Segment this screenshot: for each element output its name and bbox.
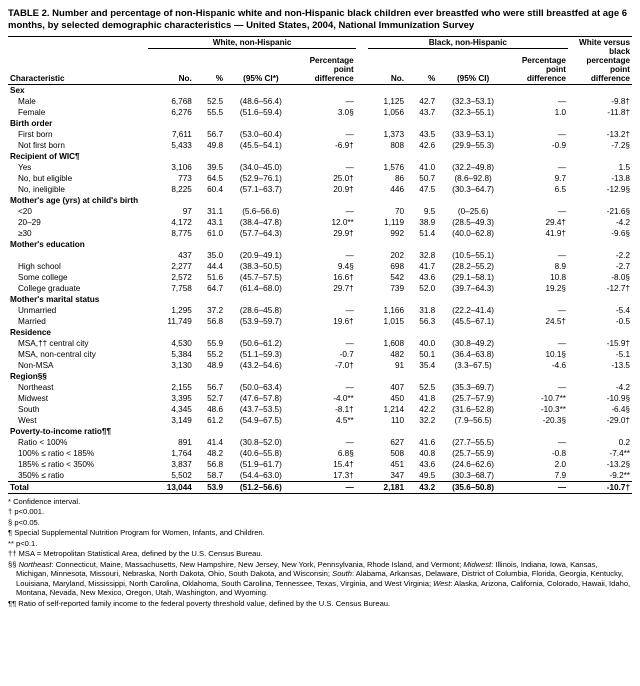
- group-white: White, non-Hispanic: [148, 36, 355, 48]
- table-row: Ratio < 100% 891 41.4 (30.8–52.0) — 627 …: [8, 437, 632, 448]
- footnote: ¶¶ Ratio of self-reported family income …: [16, 599, 632, 608]
- table-row: MSA,†† central city 4,530 55.9 (50.6–61.…: [8, 338, 632, 349]
- table-row: South 4,345 48.6 (43.7–53.5) -8.1† 1,214…: [8, 404, 632, 415]
- section-header-row: Region§§: [8, 371, 632, 382]
- table-row: 100% ≤ ratio < 185% 1,764 48.2 (40.6–55.…: [8, 448, 632, 459]
- table-row: ≥30 8,775 61.0 (57.7–64.3) 29.9† 992 51.…: [8, 228, 632, 239]
- footnotes: * Confidence interval.† p<0.001. § p<0.05…: [8, 497, 632, 608]
- table-row: Female 6,276 55.5 (51.6–59.4) 3.0§ 1,056…: [8, 107, 632, 118]
- table-row: Northeast 2,155 56.7 (50.0–63.4) — 407 5…: [8, 382, 632, 393]
- table-row: No, but eligible 773 64.5 (52.9–76.1) 25…: [8, 173, 632, 184]
- table-row: College graduate 7,758 64.7 (61.4–68.0) …: [8, 283, 632, 294]
- group-black: Black, non-Hispanic: [368, 36, 568, 48]
- section-header-row: Poverty-to-income ratio¶¶: [8, 426, 632, 437]
- col-characteristic: Characteristic: [8, 36, 148, 84]
- table-row: High school 2,277 44.4 (38.3–50.5) 9.4§ …: [8, 261, 632, 272]
- col-b-ppd: Percentage point difference: [509, 48, 568, 84]
- col-w-pct: %: [194, 48, 225, 84]
- footnote: † p<0.001.: [16, 507, 632, 516]
- table-row: Yes 3,106 39.5 (34.0–45.0) — 1,576 41.0 …: [8, 162, 632, 173]
- col-w-ci: (95% CI*): [225, 48, 297, 84]
- footnote: §§ Northeast: Connecticut, Maine, Massac…: [16, 560, 632, 598]
- table-row: West 3,149 61.2 (54.9–67.5) 4.5** 110 32…: [8, 415, 632, 426]
- section-header-row: Recipient of WIC¶: [8, 151, 632, 162]
- col-w-no: No.: [148, 48, 193, 84]
- table-row: 20–29 4,172 43.1 (38.4–47.8) 12.0** 1,11…: [8, 217, 632, 228]
- footnote: ¶ Special Supplemental Nutrition Program…: [16, 528, 632, 537]
- data-table: Characteristic White, non-Hispanic Black…: [8, 36, 632, 494]
- section-header-row: Residence: [8, 327, 632, 338]
- table-row: 437 35.0 (20.9–49.1) — 202 32.8 (10.5–55…: [8, 250, 632, 261]
- table-row: Unmarried 1,295 37.2 (28.6–45.8) — 1,166…: [8, 305, 632, 316]
- table-row: First born 7,611 56.7 (53.0–60.4) — 1,37…: [8, 129, 632, 140]
- section-header-row: Birth order: [8, 118, 632, 129]
- table-row: No, ineligible 8,225 60.4 (57.1–63.7) 20…: [8, 184, 632, 195]
- col-wvb-diff: White versus black percentage point diff…: [568, 36, 632, 84]
- col-b-pct: %: [406, 48, 437, 84]
- col-b-no: No.: [368, 48, 406, 84]
- table-row: Not first born 5,433 49.8 (45.5–54.1) -6…: [8, 140, 632, 151]
- footnote: ** p<0.1.: [16, 539, 632, 548]
- footnote: § p<0.05.: [16, 518, 632, 527]
- footnote: †† MSA = Metropolitan Statistical Area, …: [16, 549, 632, 558]
- section-header-row: Mother's age (yrs) at child's birth: [8, 195, 632, 206]
- section-header-row: Mother's marital status: [8, 294, 632, 305]
- section-header-row: Sex: [8, 84, 632, 96]
- table-row: 350% ≤ ratio 5,502 58.7 (54.4–63.0) 17.3…: [8, 470, 632, 482]
- col-w-ppd: Percentage point difference: [297, 48, 356, 84]
- col-b-ci: (95% CI): [437, 48, 509, 84]
- table-row: MSA, non-central city 5,384 55.2 (51.1–5…: [8, 349, 632, 360]
- table-row: <20 97 31.1 (5.6–56.6) — 70 9.5 (0–25.6)…: [8, 206, 632, 217]
- table-row: Midwest 3,395 52.7 (47.6–57.8) -4.0** 45…: [8, 393, 632, 404]
- table-row: 185% ≤ ratio < 350% 3,837 56.8 (51.9–61.…: [8, 459, 632, 470]
- table-title: TABLE 2. Number and percentage of non-Hi…: [8, 8, 632, 32]
- table-row: Male 6,768 52.5 (48.6–56.4) — 1,125 42.7…: [8, 96, 632, 107]
- table-row: Non-MSA 3,130 48.9 (43.2–54.6) -7.0† 91 …: [8, 360, 632, 371]
- footnote: * Confidence interval.: [16, 497, 632, 506]
- section-header-row: Mother's education: [8, 239, 632, 250]
- table-row: Some college 2,572 51.6 (45.7–57.5) 16.6…: [8, 272, 632, 283]
- total-row: Total 13,044 53.9 (51.2–56.6) — 2,181 43…: [8, 481, 632, 493]
- table-row: Married 11,749 56.8 (53.9–59.7) 19.6† 1,…: [8, 316, 632, 327]
